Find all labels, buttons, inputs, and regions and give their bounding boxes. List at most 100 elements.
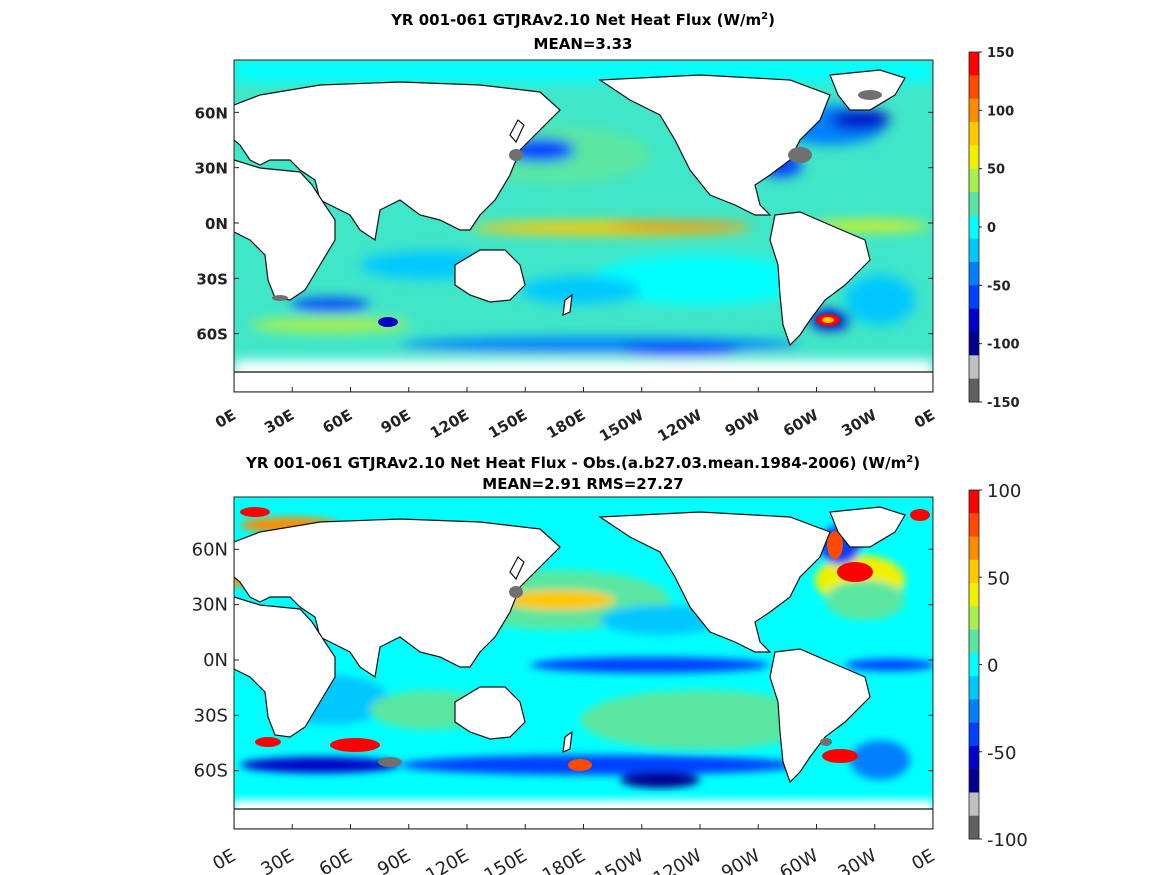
lon-label: 0E (908, 845, 938, 875)
lon-label: 90E (378, 406, 414, 437)
lon-label: 0E (209, 845, 239, 875)
lat-label: 30S (196, 270, 228, 288)
colorbar-tick-label: 100 (987, 481, 1021, 502)
lat-label: 0N (205, 215, 228, 233)
lon-label: 150E (485, 406, 530, 442)
colorbar-segment (969, 238, 979, 263)
top-map (234, 60, 933, 392)
colorbar-tick-label: 100 (987, 104, 1014, 119)
colorbar-segment (969, 676, 979, 700)
africa-land (234, 159, 336, 301)
colorbar-segment (969, 745, 979, 770)
colorbar-segment (969, 308, 979, 333)
lon-label: 30W (835, 845, 881, 875)
colorbar-segment (969, 215, 979, 240)
north-america-land (598, 74, 831, 216)
nz-land (562, 293, 573, 316)
lat-label: 0N (203, 650, 228, 671)
colorbar-tick-label: 50 (987, 568, 1010, 589)
colorbar-segment (969, 559, 979, 584)
top-lat-axis: 60N 30N 0N 30S 60S (195, 104, 933, 344)
colorbar-tick-label: 50 (987, 163, 1005, 178)
colorbar-segment (969, 122, 979, 146)
greenland-land (829, 69, 906, 111)
lat-label: 60N (192, 539, 228, 560)
lon-label: 180E (539, 845, 589, 875)
bottom-colorbar: 100 50 0 -50 -100 (968, 481, 1028, 851)
colorbar-segment (969, 652, 979, 677)
top-ice (272, 90, 882, 301)
lat-label: 60S (194, 761, 228, 782)
colorbar-tick-label: 0 (987, 656, 998, 677)
colorbar-segment (969, 583, 979, 607)
colorbar-segment (969, 145, 979, 170)
colorbar-segment (969, 792, 979, 817)
colorbar-segment (969, 378, 979, 403)
lat-label: 60N (195, 104, 228, 122)
colorbar-segment (969, 629, 979, 654)
colorbar-segment (969, 98, 979, 123)
colorbar-tick-label: -150 (987, 396, 1020, 411)
lat-label: 60S (196, 326, 228, 344)
lon-label: 60E (316, 845, 356, 875)
top-colorbar: 150 100 50 0 -50 -100 -150 (968, 46, 1020, 411)
top-subtitle: MEAN=3.33 (534, 35, 633, 53)
lon-label: 120W (655, 406, 706, 446)
japan-land (509, 119, 525, 144)
lon-label: 30E (261, 406, 297, 437)
colorbar-tick-label: -50 (987, 279, 1011, 294)
bottom-title: YR 001-061 GTJRAv2.10 Net Heat Flux - Ob… (245, 454, 920, 472)
colorbar-segment (969, 536, 979, 561)
lon-label: 60W (776, 845, 822, 875)
bottom-lon-axis: 0E 30E 60E 90E 120E 150E 180E 150W 120W 90W 60W 30W… (209, 824, 939, 875)
bottom-map (234, 497, 933, 829)
colorbar-segment (969, 192, 979, 216)
lon-label: 150E (481, 845, 531, 875)
colorbar-segment (969, 606, 979, 631)
lon-label: 90W (718, 845, 764, 875)
colorbar-segment (969, 168, 979, 193)
bottom-subtitle: MEAN=2.91 RMS=27.27 (482, 475, 683, 493)
lat-label: 30S (194, 705, 228, 726)
lon-label: 120W (650, 845, 706, 875)
colorbar-segment (969, 52, 979, 76)
lat-label: 30N (192, 595, 228, 616)
colorbar-segment (969, 490, 979, 514)
bottom-land (234, 506, 933, 829)
colorbar-segment (969, 355, 979, 380)
lon-label: 90E (374, 845, 414, 875)
colorbar-tick-label: 0 (987, 221, 996, 236)
bottom-lat-axis: 60N 30N 0N 30S 60S (192, 539, 933, 782)
lon-label: 30E (258, 845, 298, 875)
lon-label: 150W (596, 406, 647, 446)
lat-label: 30N (195, 160, 228, 178)
south-america-land (769, 211, 871, 347)
colorbar-tick-label: 150 (987, 46, 1014, 61)
colorbar-segment (969, 815, 979, 840)
colorbar-tick-label: -100 (987, 830, 1028, 851)
colorbar-segment (969, 285, 979, 310)
lon-label: 120E (427, 406, 472, 442)
australia-land (454, 249, 526, 303)
lon-label: 120E (422, 845, 472, 875)
top-panel: YR 001-061 GTJRAv2.10 Net Heat Flux (W/m… (195, 11, 1020, 445)
colorbar-segment (969, 769, 979, 793)
colorbar-tick-label: -100 (987, 338, 1020, 353)
colorbar-tick-label: -50 (987, 743, 1016, 764)
lon-label: 180E (544, 406, 589, 442)
bottom-ice (378, 586, 832, 767)
lon-label: 90W (722, 406, 764, 441)
lon-label: 0E (212, 406, 239, 432)
colorbar-segment (969, 262, 979, 286)
colorbar-segment (969, 513, 979, 538)
eurasia-land (234, 81, 561, 242)
colorbar-segment (969, 699, 979, 724)
lon-label: 0E (911, 406, 938, 432)
top-lon-axis: 0E 30E 60E 90E 120E 150E 180E 150W 120W 90W 60W 30W… (212, 387, 938, 445)
lon-label: 60E (320, 406, 356, 437)
top-title: YR 001-061 GTJRAv2.10 Net Heat Flux (W/m… (390, 11, 775, 29)
lon-label: 150W (592, 845, 648, 875)
lon-label: 30W (838, 406, 880, 441)
colorbar-segment (969, 332, 979, 356)
